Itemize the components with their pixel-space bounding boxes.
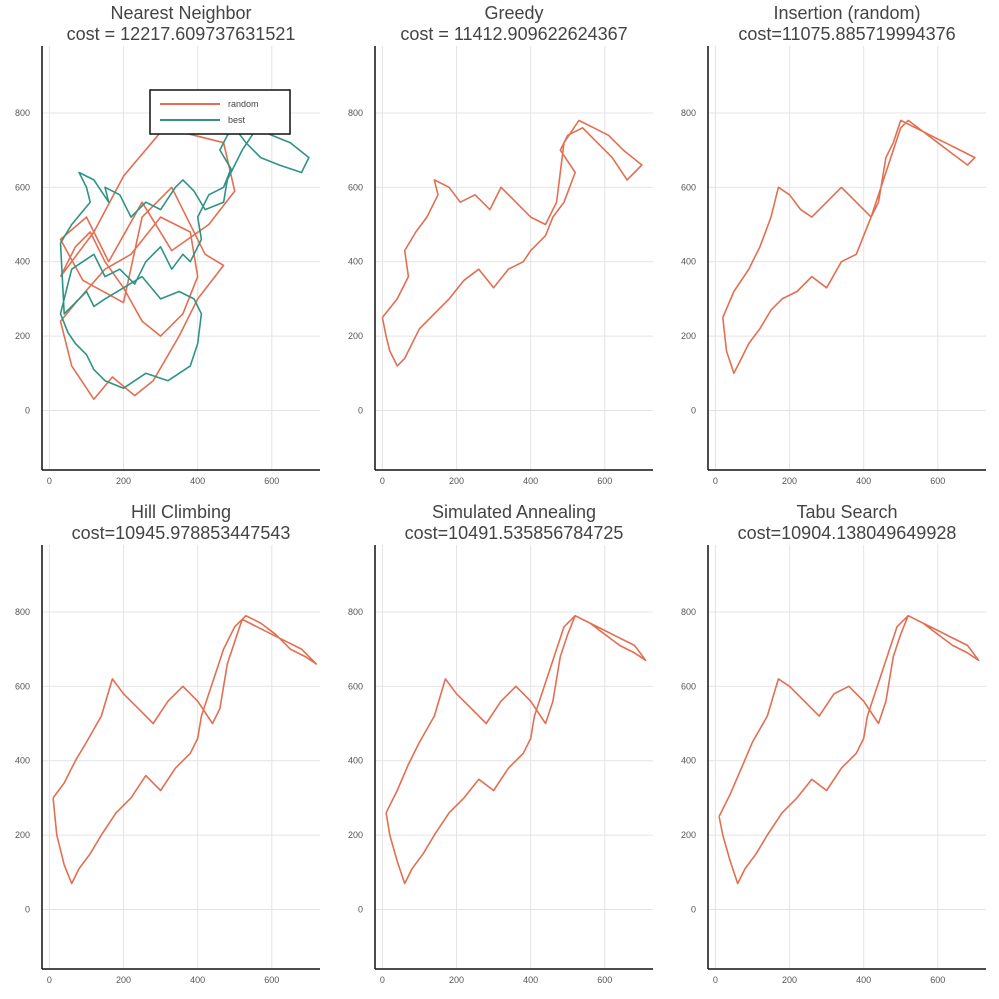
- y-tick-label: 600: [348, 182, 363, 192]
- y-tick-label: 400: [681, 756, 696, 766]
- y-tick-label: 800: [15, 108, 30, 118]
- y-tick-label: 600: [15, 681, 30, 691]
- x-tick-label: 0: [47, 975, 52, 985]
- chart-title: Nearest Neighbor: [110, 3, 251, 23]
- series-line-random: [718, 614, 980, 885]
- y-tick-label: 800: [15, 607, 30, 617]
- x-tick-label: 400: [190, 975, 205, 985]
- chart-subtitle: cost=11075.885719994376: [738, 24, 955, 44]
- chart-subtitle: cost=10945.978853447543: [72, 523, 291, 543]
- x-tick-label: 0: [713, 975, 718, 985]
- y-tick-label: 200: [15, 331, 30, 341]
- y-tick-label: 600: [348, 681, 363, 691]
- chart-title: Insertion (random): [773, 3, 920, 23]
- y-tick-label: 800: [348, 607, 363, 617]
- series-line-random: [52, 614, 318, 885]
- x-tick-label: 600: [264, 476, 279, 486]
- y-tick-label: 600: [681, 182, 696, 192]
- x-tick-label: 600: [930, 476, 945, 486]
- x-tick-label: 200: [782, 476, 797, 486]
- x-tick-label: 200: [116, 975, 131, 985]
- x-tick-label: 400: [856, 476, 871, 486]
- y-tick-label: 200: [348, 830, 363, 840]
- legend-box: [149, 89, 291, 135]
- chart-panel-3: Insertion (random)cost=11075.88571999437…: [681, 3, 986, 486]
- legend-label-random: random: [228, 99, 259, 109]
- chart-subtitle: cost = 12217.609737631521: [67, 24, 296, 44]
- chart-title: Tabu Search: [796, 502, 897, 522]
- x-tick-label: 200: [116, 476, 131, 486]
- y-tick-label: 0: [691, 405, 696, 415]
- y-tick-label: 200: [681, 830, 696, 840]
- chart-subtitle: cost=10904.138049649928: [738, 523, 957, 543]
- x-tick-label: 200: [782, 975, 797, 985]
- y-tick-label: 0: [691, 904, 696, 914]
- y-tick-label: 200: [681, 331, 696, 341]
- y-tick-label: 400: [348, 257, 363, 267]
- x-tick-label: 0: [47, 476, 52, 486]
- y-tick-label: 800: [681, 607, 696, 617]
- x-tick-label: 0: [380, 476, 385, 486]
- y-tick-label: 0: [25, 405, 30, 415]
- x-tick-label: 0: [713, 476, 718, 486]
- y-tick-label: 400: [15, 756, 30, 766]
- y-tick-label: 800: [348, 108, 363, 118]
- y-tick-label: 0: [25, 904, 30, 914]
- y-tick-label: 0: [358, 405, 363, 415]
- legend: random best: [149, 89, 291, 135]
- x-tick-label: 400: [190, 476, 205, 486]
- x-tick-label: 400: [856, 975, 871, 985]
- y-tick-label: 800: [681, 108, 696, 118]
- y-tick-label: 400: [348, 756, 363, 766]
- y-tick-label: 400: [681, 257, 696, 267]
- x-tick-label: 400: [523, 476, 538, 486]
- x-tick-label: 200: [449, 476, 464, 486]
- y-tick-label: 200: [15, 830, 30, 840]
- y-tick-label: 0: [358, 904, 363, 914]
- x-tick-label: 600: [597, 476, 612, 486]
- series-line-random: [59, 127, 236, 401]
- y-tick-label: 400: [15, 257, 30, 267]
- chart-panel-5: Simulated Annealingcost=10491.5358567847…: [348, 502, 653, 985]
- x-tick-label: 600: [264, 975, 279, 985]
- legend-label-best: best: [228, 115, 246, 125]
- y-tick-label: 200: [348, 331, 363, 341]
- chart-title: Greedy: [484, 3, 543, 23]
- x-tick-label: 600: [597, 975, 612, 985]
- chart-subtitle: cost = 11412.909622624367: [400, 24, 627, 44]
- x-tick-label: 600: [930, 975, 945, 985]
- x-tick-label: 0: [380, 975, 385, 985]
- series-line-random: [385, 614, 647, 885]
- chart-subtitle: cost=10491.535856784725: [405, 523, 624, 543]
- y-tick-label: 600: [15, 182, 30, 192]
- chart-title: Hill Climbing: [131, 502, 231, 522]
- x-tick-label: 200: [449, 975, 464, 985]
- series-line-random: [381, 119, 643, 367]
- x-tick-label: 400: [523, 975, 538, 985]
- y-tick-label: 600: [681, 681, 696, 691]
- series-line-best: [59, 127, 310, 390]
- chart-title: Simulated Annealing: [432, 502, 596, 522]
- series-line-random: [722, 119, 976, 375]
